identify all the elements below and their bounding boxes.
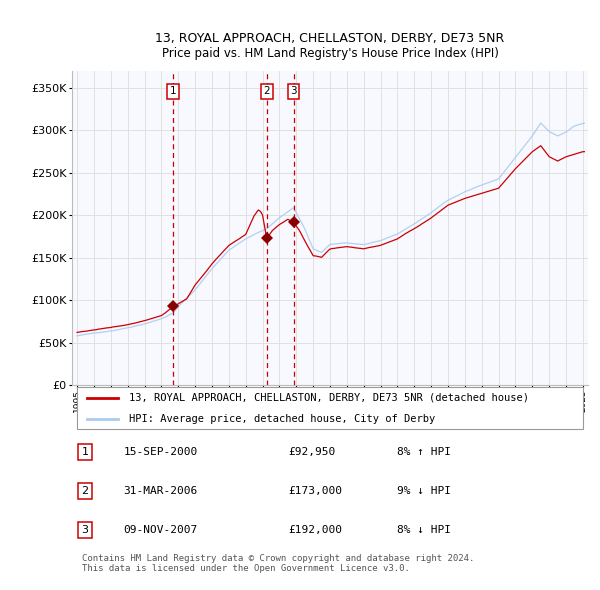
- Text: 13, ROYAL APPROACH, CHELLASTON, DERBY, DE73 5NR (detached house): 13, ROYAL APPROACH, CHELLASTON, DERBY, D…: [129, 393, 529, 403]
- Text: 2: 2: [263, 86, 270, 96]
- Text: 13, ROYAL APPROACH, CHELLASTON, DERBY, DE73 5NR: 13, ROYAL APPROACH, CHELLASTON, DERBY, D…: [155, 32, 505, 45]
- Text: 8% ↓ HPI: 8% ↓ HPI: [397, 525, 451, 535]
- Text: 31-MAR-2006: 31-MAR-2006: [124, 486, 198, 496]
- Text: £92,950: £92,950: [289, 447, 336, 457]
- Text: 3: 3: [290, 86, 297, 96]
- Text: 8% ↑ HPI: 8% ↑ HPI: [397, 447, 451, 457]
- Text: 9% ↓ HPI: 9% ↓ HPI: [397, 486, 451, 496]
- Text: 09-NOV-2007: 09-NOV-2007: [124, 525, 198, 535]
- Text: Contains HM Land Registry data © Crown copyright and database right 2024.
This d: Contains HM Land Registry data © Crown c…: [82, 554, 475, 573]
- Text: 3: 3: [82, 525, 88, 535]
- Text: £192,000: £192,000: [289, 525, 343, 535]
- Text: 2: 2: [82, 486, 88, 496]
- Text: 1: 1: [170, 86, 176, 96]
- Text: Price paid vs. HM Land Registry's House Price Index (HPI): Price paid vs. HM Land Registry's House …: [161, 47, 499, 60]
- FancyBboxPatch shape: [77, 387, 583, 430]
- Text: 1: 1: [82, 447, 88, 457]
- Text: £173,000: £173,000: [289, 486, 343, 496]
- Text: HPI: Average price, detached house, City of Derby: HPI: Average price, detached house, City…: [129, 414, 435, 424]
- Text: 15-SEP-2000: 15-SEP-2000: [124, 447, 198, 457]
